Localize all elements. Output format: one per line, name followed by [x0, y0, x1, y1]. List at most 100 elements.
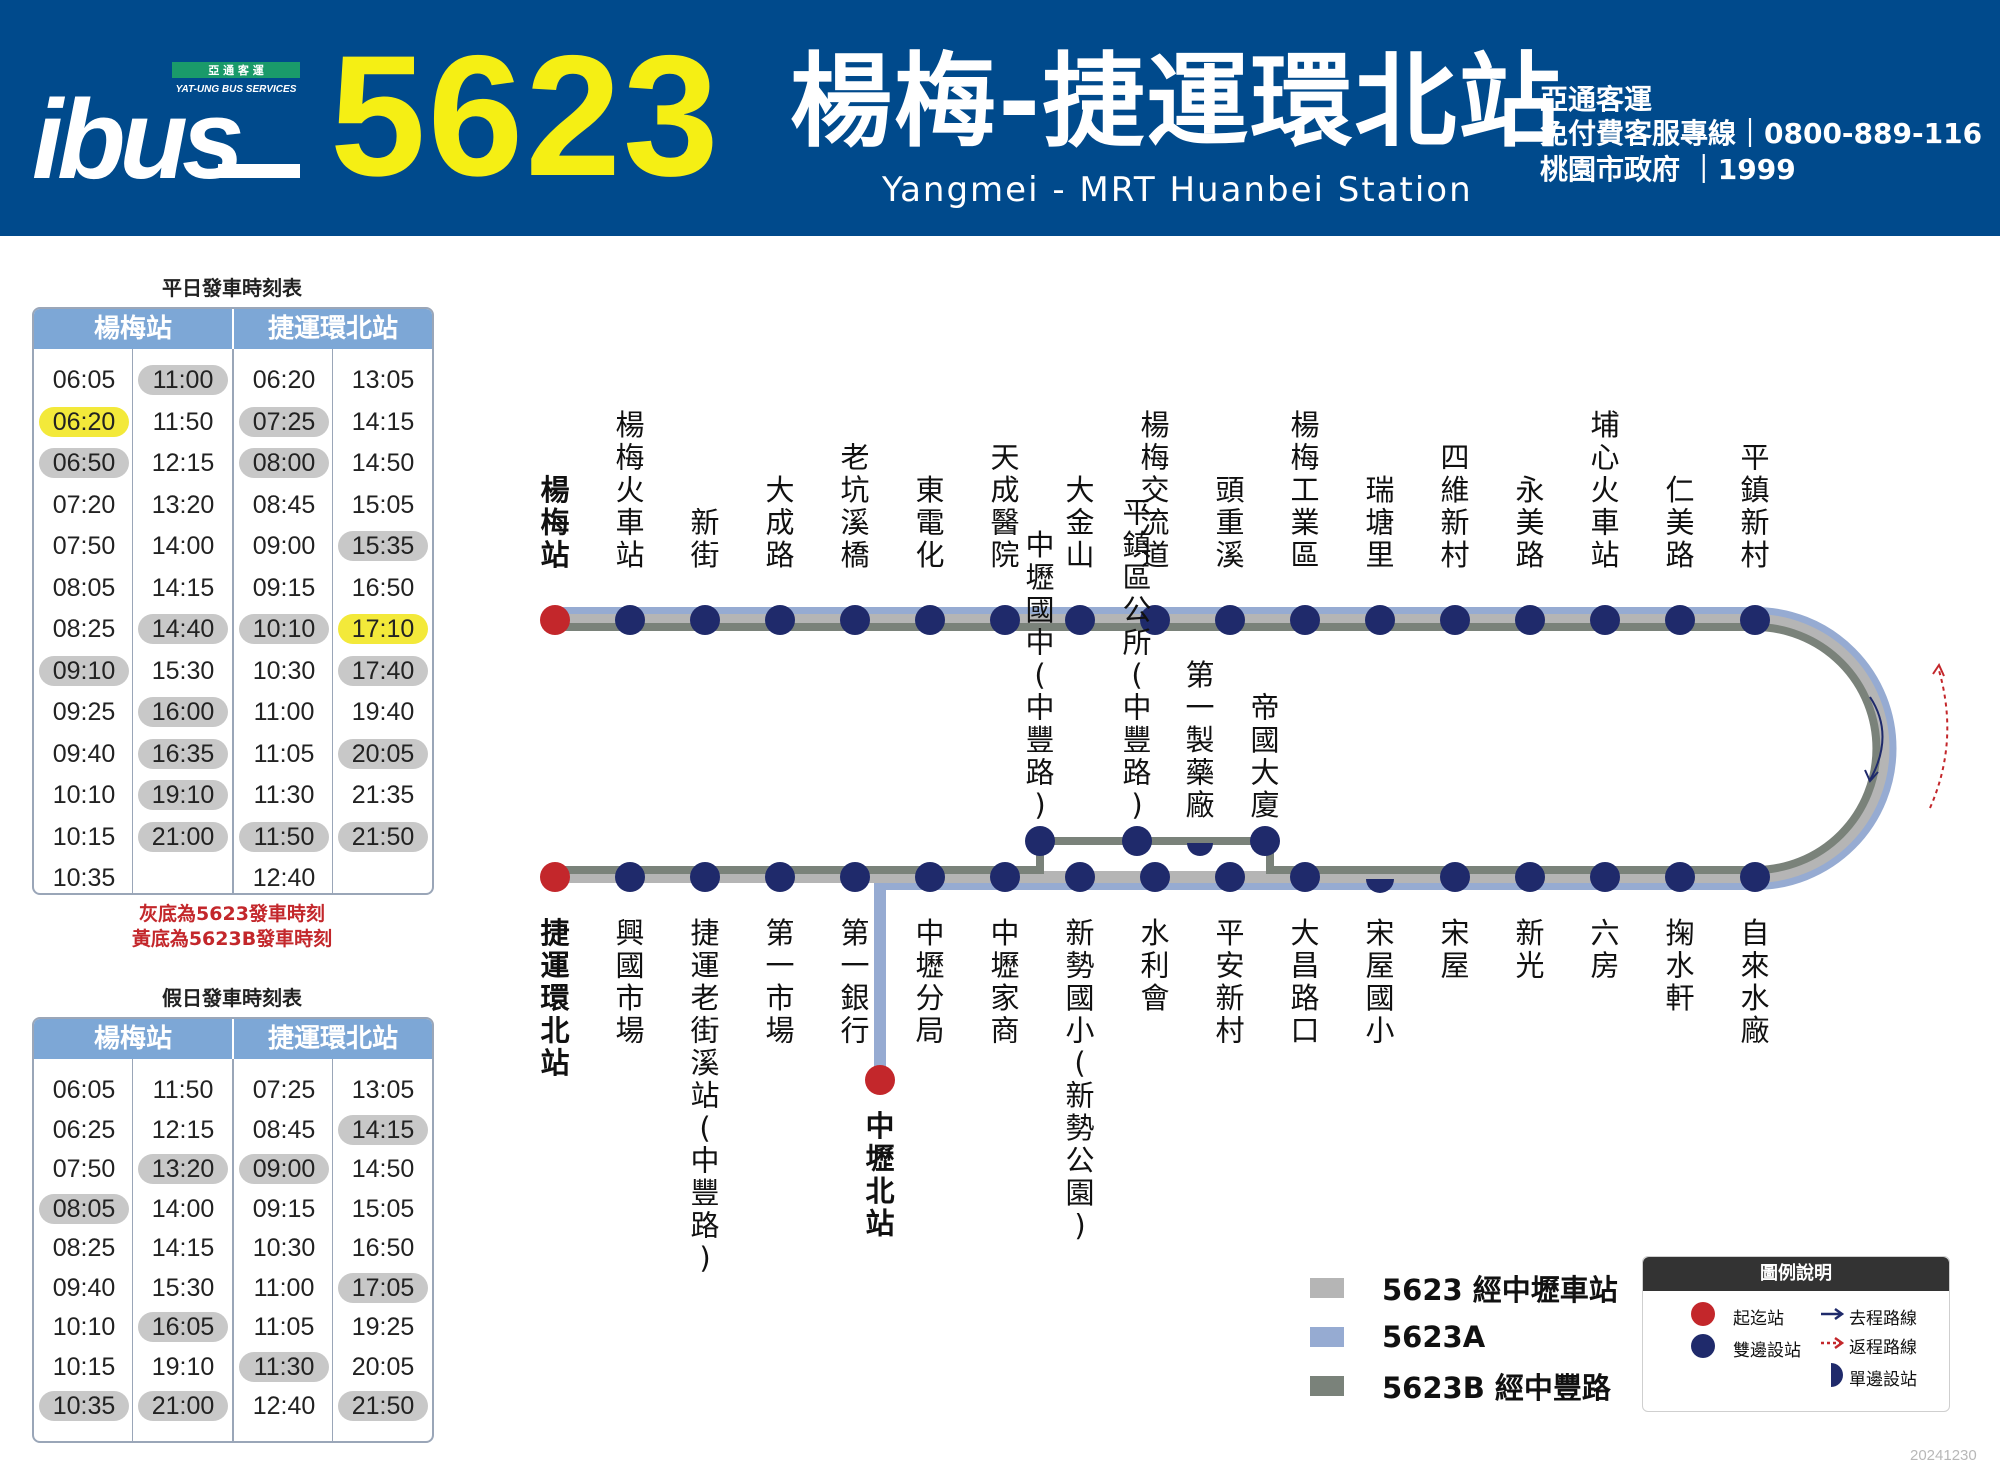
outbound-direction-icon [1869, 696, 1884, 781]
stop-label-top: 仁美路 [1665, 473, 1694, 572]
terminal-symbol-icon [1691, 1302, 1715, 1326]
legend-line-5623b: 5623B 經中豐路 [1310, 1368, 1611, 1405]
legend-symbols [1691, 1302, 1845, 1387]
legend-both-sides: 雙邊設站 [1733, 1341, 1801, 1361]
weekday-time-cell: 09:25 [52, 698, 116, 726]
weekday-time-cell: 10:10 [239, 614, 329, 644]
stop-bottom [1440, 862, 1470, 892]
holiday-time-cell: 17:05 [338, 1272, 428, 1303]
stop-label-top: 楊梅站 [540, 473, 569, 572]
weekday-header-yangmei: 楊梅站 [93, 314, 172, 344]
weekday-time-cell: 06:20 [39, 406, 129, 437]
holiday-time-cell: 10:30 [252, 1234, 316, 1262]
weekday-time-cell: 16:00 [138, 697, 228, 727]
weekday-time-cell: 10:30 [252, 656, 316, 685]
government-line: 桃園市政府 ｜1999 [1540, 153, 1796, 186]
weekday-time-cell: 13:20 [151, 490, 215, 519]
weekday-time-cell: 16:35 [138, 738, 228, 769]
holiday-time-cell: 15:05 [351, 1194, 415, 1223]
holiday-time-cell: 10:10 [52, 1313, 116, 1341]
date-code: 20241230 [1910, 1447, 1977, 1464]
stop-top [1440, 605, 1470, 635]
holiday-time-cell: 16:05 [138, 1312, 228, 1342]
holiday-header-yangmei: 楊梅站 [93, 1024, 172, 1054]
weekday-time-cell: 12:40 [252, 864, 316, 892]
header-banner: 亞 通 客 運 YAT-UNG BUS SERVICES ibus 5623 楊… [0, 0, 2000, 236]
line-5623 [555, 614, 1890, 883]
weekday-time-cell: 15:30 [151, 656, 215, 685]
stop-label-top: 楊梅工業區 [1290, 408, 1319, 572]
stop-bottom [1215, 862, 1245, 892]
stop-label-top: 大成路 [765, 473, 794, 572]
stop-label-top: 大金山 [1065, 473, 1094, 572]
branch-stop-label: 中壢國中(中豐路) [1025, 528, 1054, 822]
stop-bottom [1290, 862, 1320, 892]
weekday-time-cell: 14:40 [138, 614, 228, 644]
branch-stop [1250, 826, 1280, 856]
holiday-time-cell: 14:50 [351, 1155, 415, 1183]
holiday-time-cell: 10:35 [39, 1391, 129, 1421]
weekday-timetable-title: 平日發車時刻表 [162, 276, 302, 300]
weekday-header-huanbei: 捷運環北站 [232, 309, 432, 349]
stop-label-top: 頭重溪 [1215, 473, 1244, 572]
weekday-time-cell: 09:00 [252, 532, 316, 560]
stop-label-bottom: 水利會 [1140, 916, 1169, 1015]
weekday-time-cell: 08:25 [52, 615, 116, 643]
holiday-time-cell: 07:25 [252, 1076, 316, 1104]
legend-swatch-5623a [1310, 1327, 1344, 1347]
stop-label-top: 四維新村 [1440, 441, 1469, 572]
weekday-time-cell: 11:05 [253, 739, 315, 768]
stop-top [990, 605, 1020, 635]
stop-label-top: 平鎮新村 [1740, 441, 1769, 572]
holiday-time-cell: 11:05 [253, 1313, 315, 1341]
weekday-time-cell: 15:05 [351, 490, 415, 519]
holiday-time-cell: 09:15 [252, 1194, 316, 1223]
route-name-en: Yangmei - MRT Huanbei Station [882, 170, 1473, 210]
legend-swatch-5623 [1310, 1278, 1344, 1298]
stop-label-top: 楊梅火車站 [615, 408, 644, 572]
weekday-time-cell: 06:50 [39, 448, 129, 478]
stop-top [1515, 605, 1545, 635]
stop-top [765, 605, 795, 635]
svg-text:YAT-UNG BUS SERVICES: YAT-UNG BUS SERVICES [176, 84, 297, 95]
stop-label-top: 老坑溪橋 [840, 441, 869, 572]
stop-label-top: 埔心火車站 [1590, 408, 1619, 572]
holiday-time-cell: 14:15 [338, 1114, 428, 1145]
weekday-time-cell: 10:35 [52, 864, 116, 892]
stop-bottom [1665, 862, 1695, 892]
holiday-time-cell: 21:50 [338, 1391, 428, 1421]
stop-label-bottom: 平安新村 [1215, 916, 1244, 1047]
stop-bottom [840, 862, 870, 892]
weekday-time-cell: 20:05 [338, 738, 428, 769]
route-number: 5623 [330, 20, 721, 212]
branch-stop [1122, 826, 1152, 856]
stop-bottom [1515, 862, 1545, 892]
stop-label-top: 天成醫院 [990, 441, 1019, 572]
hotline: 免付費客服專線｜0800-889-116 [1540, 117, 1983, 150]
weekday-time-cell: 09:10 [39, 655, 129, 686]
weekday-time-cell: 07:25 [239, 406, 329, 437]
note-gray: 灰底為5623發車時刻 [139, 903, 325, 925]
stop-bottom [690, 862, 720, 892]
stop-label-top: 東電化 [915, 473, 944, 572]
terminal-stop-huanbei [540, 862, 570, 892]
holiday-time-cell: 10:15 [52, 1352, 116, 1381]
stop-label-bottom: 大昌路口 [1290, 916, 1319, 1047]
weekday-time-cell: 14:50 [351, 449, 415, 477]
holiday-time-cell: 21:00 [138, 1391, 228, 1421]
stop-top [1590, 605, 1620, 635]
stop-bottom [615, 862, 645, 892]
legend-terminal: 起迄站 [1733, 1309, 1784, 1329]
weekday-time-cell: 10:15 [52, 822, 116, 851]
line-5623a [555, 607, 1897, 1080]
holiday-time-cell: 14:15 [151, 1234, 215, 1262]
weekday-time-cell: 14:00 [151, 532, 215, 560]
stop-bottom [990, 862, 1020, 892]
stop-top [1140, 605, 1170, 635]
return-direction-icon [1929, 666, 1949, 809]
stop-label-bottom: 新勢國小(新勢公園) [1065, 916, 1094, 1242]
svg-text:ibus: ibus [32, 77, 241, 182]
operator-name: 亞通客運 [1540, 83, 1653, 116]
holiday-time-cell: 06:05 [52, 1076, 116, 1104]
stop-top [690, 605, 720, 635]
